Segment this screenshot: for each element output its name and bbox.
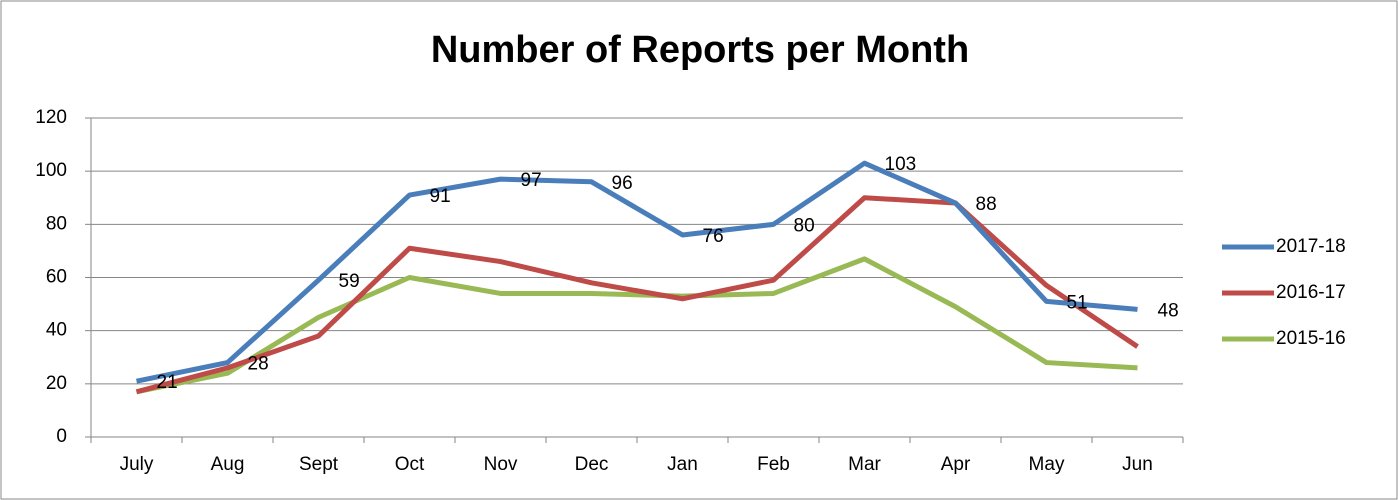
data-label: 21 [157, 372, 178, 393]
x-tick-label: Apr [941, 454, 971, 475]
data-label: 88 [976, 194, 997, 215]
y-tick-label: 40 [46, 320, 67, 341]
data-label: 59 [339, 271, 360, 292]
y-tick-label: 100 [35, 160, 67, 181]
y-tick-label: 120 [35, 107, 67, 128]
x-tick-label: Jan [667, 454, 698, 475]
data-label: 76 [703, 226, 724, 247]
y-tick-label: 60 [46, 267, 67, 288]
data-label: 28 [248, 354, 269, 375]
x-tick-label: Oct [395, 454, 425, 475]
x-tick-label: May [1029, 454, 1065, 475]
x-tick-label: Dec [575, 454, 609, 475]
legend-label: 2017-18 [1276, 236, 1346, 257]
x-tick-label: July [120, 454, 154, 475]
series-line [135, 256, 1138, 395]
data-label: 80 [794, 215, 815, 236]
x-tick-label: Nov [484, 454, 518, 475]
x-tick-label: Sept [299, 454, 339, 475]
data-label: 97 [521, 170, 542, 191]
data-label: 48 [1158, 300, 1179, 321]
y-tick-label: 0 [56, 426, 67, 447]
data-label: 103 [885, 154, 917, 175]
data-label: 51 [1067, 292, 1088, 313]
legend-label: 2016-17 [1276, 282, 1346, 303]
y-tick-label: 80 [46, 213, 67, 234]
chart-title: Number of Reports per Month [431, 29, 969, 71]
data-label: 96 [612, 173, 633, 194]
x-tick-label: Feb [757, 454, 790, 475]
y-tick-label: 20 [46, 373, 67, 394]
x-tick-label: Jun [1122, 454, 1153, 475]
data-label: 91 [430, 186, 451, 207]
legend-label: 2015-16 [1276, 328, 1346, 349]
x-tick-label: Mar [848, 454, 881, 475]
x-tick-label: Aug [211, 454, 245, 475]
series-line [135, 160, 1138, 384]
